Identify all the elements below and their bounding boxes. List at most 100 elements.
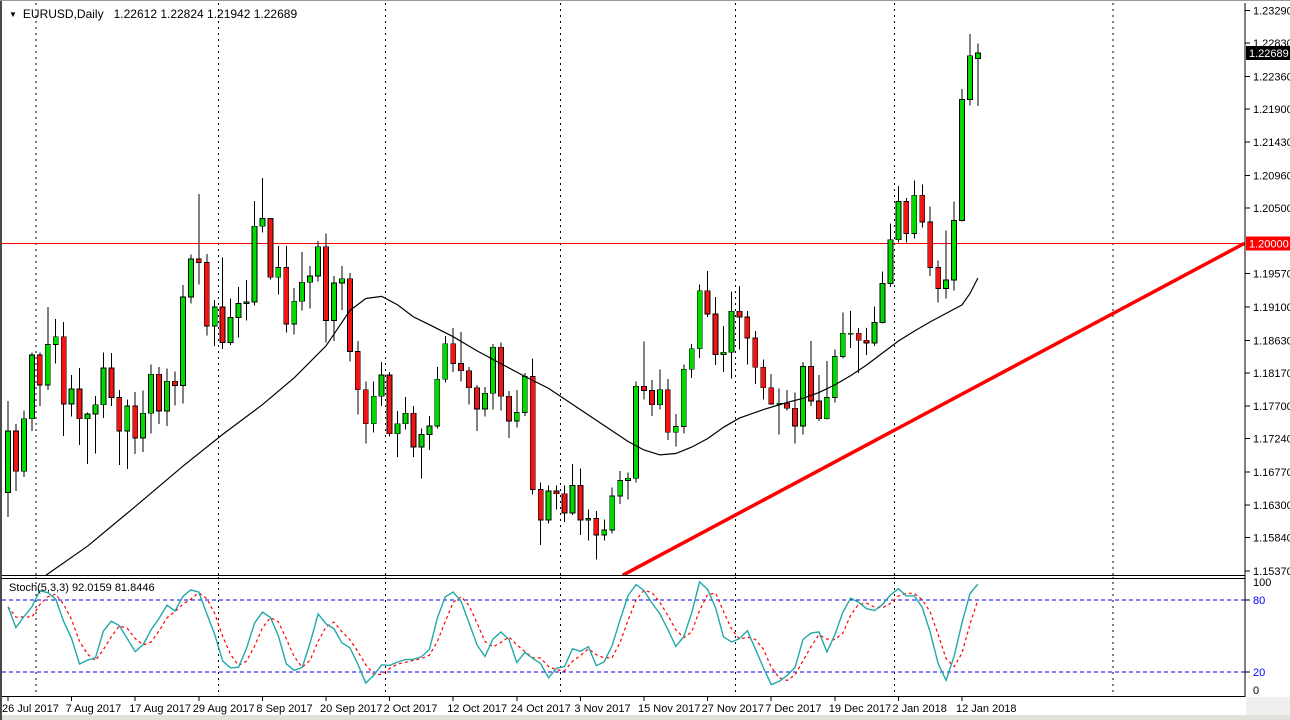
bull-candle: [800, 366, 806, 427]
stochastic-name: Stoch(5,3,3): [9, 582, 69, 594]
current-price-box: [1246, 45, 1290, 60]
bear-candle: [203, 262, 210, 327]
symbol-dropdown-icon[interactable]: ▼: [9, 9, 17, 19]
date-tick-label: 24 Oct 2017: [511, 703, 571, 715]
bear-candle: [808, 366, 814, 402]
date-tick-label: 15 Nov 2017: [638, 703, 700, 715]
bull-candle: [657, 389, 663, 406]
bull-candle: [625, 477, 631, 481]
bull-candle: [370, 395, 377, 425]
date-tick-label: 27 Nov 2017: [702, 703, 764, 715]
price-tick-label: 1.22360: [1253, 71, 1290, 83]
date-tick-label: 7 Dec 2017: [765, 703, 821, 715]
bear-candle: [362, 389, 369, 425]
stoch-axis-label: 20: [1253, 667, 1265, 679]
bear-candle: [172, 380, 178, 386]
bull-candle: [442, 343, 449, 380]
trendline[interactable]: [621, 241, 1245, 575]
bull-candle: [895, 201, 902, 241]
bear-candle: [13, 430, 19, 472]
bull-candle: [402, 412, 409, 425]
bull-candle: [243, 301, 250, 304]
bull-candle: [275, 266, 282, 278]
bull-candle: [490, 346, 496, 394]
bull-candle: [251, 225, 258, 303]
bear-candle: [935, 266, 942, 289]
price-tick-label: 1.21430: [1253, 137, 1290, 149]
stochastic-panel[interactable]: [2, 576, 1245, 696]
bear-candle: [195, 258, 202, 263]
bull-candle: [871, 322, 878, 344]
bull-candle: [680, 368, 687, 428]
price-tick-label: 1.23290: [1253, 5, 1290, 17]
bull-candle: [426, 425, 433, 435]
bear-candle: [649, 390, 655, 406]
bull-candle: [609, 495, 616, 531]
bear-candle: [450, 343, 457, 365]
bull-candle: [179, 296, 186, 386]
bull-candle: [823, 397, 830, 420]
bull-candle: [688, 348, 695, 370]
price-tick-label: 1.16770: [1253, 467, 1290, 479]
bull-candle: [5, 430, 11, 493]
price-tick-label: 1.20500: [1253, 203, 1290, 215]
date-axis[interactable]: 26 Jul 2017 7 Aug 2017 17 Aug 2017 29 Aug 2…: [2, 696, 1017, 716]
stoch-axis-label: 100: [1253, 577, 1271, 589]
main-price-panel[interactable]: [2, 3, 1245, 580]
price-tick-label: 1.17240: [1253, 434, 1290, 446]
price-tick-label: 1.16300: [1253, 500, 1290, 512]
price-tick-label: 1.19100: [1253, 302, 1290, 314]
bull-candle: [728, 310, 735, 353]
bear-candle: [792, 407, 798, 427]
price-tick-label: 1.17700: [1253, 401, 1290, 413]
bull-candle: [513, 412, 520, 422]
date-tick-label: 17 Aug 2017: [129, 703, 191, 715]
bear-candle: [537, 489, 544, 521]
date-tick-label: 2 Oct 2017: [384, 703, 438, 715]
bear-candle: [36, 354, 43, 386]
bear-candle: [219, 306, 226, 343]
bear-candle: [903, 201, 910, 234]
bear-candle: [132, 405, 139, 439]
date-tick-label: 2 Jan 2018: [892, 703, 946, 715]
bear-candle: [816, 400, 822, 420]
bull-candle: [720, 351, 727, 355]
bull-candle: [601, 529, 608, 536]
bull-candle: [672, 426, 679, 433]
stoch-axis-label: 80: [1253, 595, 1265, 607]
price-axis[interactable]: 1.232901.228301.223601.219001.214301.209…: [1245, 5, 1290, 697]
bull-candle: [975, 52, 981, 59]
bear-candle: [641, 385, 647, 391]
date-tick-label: 8 Sep 2017: [256, 703, 312, 715]
stochastic-d-value: 81.8446: [114, 582, 155, 594]
moving-average-line[interactable]: [40, 277, 979, 580]
bull-candle: [633, 385, 639, 479]
bull-candle: [164, 380, 170, 412]
bull-candle: [569, 484, 576, 514]
bull-candle: [434, 378, 441, 427]
bear-candle: [323, 246, 329, 321]
bull-candle: [259, 218, 266, 227]
bull-candle: [227, 317, 234, 343]
bull-candle: [887, 239, 894, 285]
bull-candle: [696, 290, 703, 350]
bear-candle: [561, 493, 568, 514]
level-price-box: [1246, 236, 1290, 251]
bull-candle: [879, 283, 886, 323]
bull-candle: [92, 404, 99, 415]
bear-candle: [784, 402, 790, 409]
bull-candle: [187, 258, 194, 298]
bull-candle: [338, 278, 345, 284]
bull-candle: [545, 490, 552, 521]
bear-candle: [768, 387, 775, 405]
price-tick-label: 1.21900: [1253, 104, 1290, 116]
bear-candle: [744, 316, 751, 339]
bear-candle: [60, 336, 67, 405]
date-tick-label: 7 Aug 2017: [66, 703, 122, 715]
bull-candle: [847, 332, 854, 335]
bear-candle: [712, 313, 719, 355]
bear-candle: [283, 266, 290, 325]
date-tick-label: 3 Nov 2017: [574, 703, 630, 715]
bull-candle: [307, 275, 314, 283]
